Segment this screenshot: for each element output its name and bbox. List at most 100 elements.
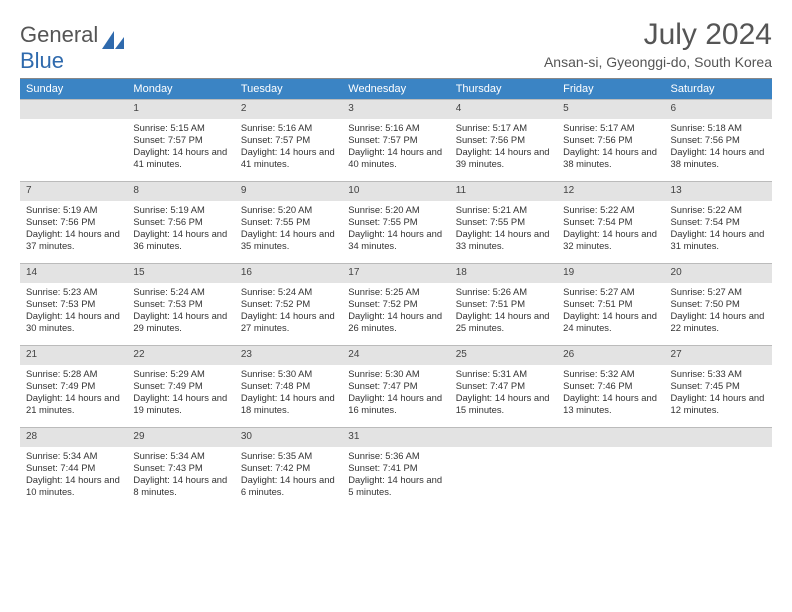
day-number: 20 (665, 263, 772, 283)
day-body: Sunrise: 5:22 AMSunset: 7:54 PMDaylight:… (665, 201, 772, 258)
week-row: 1Sunrise: 5:15 AMSunset: 7:57 PMDaylight… (20, 99, 772, 181)
sunrise-line: Sunrise: 5:17 AM (456, 122, 551, 134)
day-cell: 10Sunrise: 5:20 AMSunset: 7:55 PMDayligh… (342, 181, 449, 263)
sunrise-line: Sunrise: 5:26 AM (456, 286, 551, 298)
sunrise-line: Sunrise: 5:24 AM (241, 286, 336, 298)
day-cell: 6Sunrise: 5:18 AMSunset: 7:56 PMDaylight… (665, 99, 772, 181)
day-number: 3 (342, 99, 449, 119)
day-number: 1 (127, 99, 234, 119)
sunrise-line: Sunrise: 5:24 AM (133, 286, 228, 298)
sunset-line: Sunset: 7:57 PM (241, 134, 336, 146)
week-row: 21Sunrise: 5:28 AMSunset: 7:49 PMDayligh… (20, 345, 772, 427)
daylight-line: Daylight: 14 hours and 33 minutes. (456, 228, 551, 252)
day-body: Sunrise: 5:36 AMSunset: 7:41 PMDaylight:… (342, 447, 449, 504)
day-number: 31 (342, 427, 449, 447)
sunrise-line: Sunrise: 5:20 AM (241, 204, 336, 216)
day-body: Sunrise: 5:16 AMSunset: 7:57 PMDaylight:… (342, 119, 449, 176)
day-body: Sunrise: 5:24 AMSunset: 7:52 PMDaylight:… (235, 283, 342, 340)
sunrise-line: Sunrise: 5:19 AM (133, 204, 228, 216)
weekday-header: Sunday Monday Tuesday Wednesday Thursday… (20, 79, 772, 99)
day-number: 28 (20, 427, 127, 447)
sunset-line: Sunset: 7:43 PM (133, 462, 228, 474)
sunrise-line: Sunrise: 5:29 AM (133, 368, 228, 380)
day-body: Sunrise: 5:23 AMSunset: 7:53 PMDaylight:… (20, 283, 127, 340)
daylight-line: Daylight: 14 hours and 24 minutes. (563, 310, 658, 334)
day-cell: 3Sunrise: 5:16 AMSunset: 7:57 PMDaylight… (342, 99, 449, 181)
sunrise-line: Sunrise: 5:19 AM (26, 204, 121, 216)
sunset-line: Sunset: 7:44 PM (26, 462, 121, 474)
logo: General Blue (20, 22, 126, 74)
sunset-line: Sunset: 7:56 PM (563, 134, 658, 146)
sunrise-line: Sunrise: 5:22 AM (563, 204, 658, 216)
sunrise-line: Sunrise: 5:16 AM (241, 122, 336, 134)
sunset-line: Sunset: 7:45 PM (671, 380, 766, 392)
day-number: 2 (235, 99, 342, 119)
day-body: Sunrise: 5:15 AMSunset: 7:57 PMDaylight:… (127, 119, 234, 176)
sunrise-line: Sunrise: 5:27 AM (563, 286, 658, 298)
day-cell: 24Sunrise: 5:30 AMSunset: 7:47 PMDayligh… (342, 345, 449, 427)
daylight-line: Daylight: 14 hours and 41 minutes. (241, 146, 336, 170)
sunset-line: Sunset: 7:56 PM (456, 134, 551, 146)
sunrise-line: Sunrise: 5:33 AM (671, 368, 766, 380)
daylight-line: Daylight: 14 hours and 18 minutes. (241, 392, 336, 416)
sunset-line: Sunset: 7:55 PM (348, 216, 443, 228)
day-number: 12 (557, 181, 664, 201)
day-cell: 19Sunrise: 5:27 AMSunset: 7:51 PMDayligh… (557, 263, 664, 345)
day-cell: 4Sunrise: 5:17 AMSunset: 7:56 PMDaylight… (450, 99, 557, 181)
day-number: 13 (665, 181, 772, 201)
day-cell: 2 Sunrise: 5:16 AMSunset: 7:57 PMDaylight… (235, 99, 342, 181)
day-number: 8 (127, 181, 234, 201)
day-body: Sunrise: 5:27 AMSunset: 7:51 PMDaylight:… (557, 283, 664, 340)
day-cell: 31Sunrise: 5:36 AMSunset: 7:41 PMDayligh… (342, 427, 449, 509)
sunrise-line: Sunrise: 5:15 AM (133, 122, 228, 134)
day-body: Sunrise: 5:17 AMSunset: 7:56 PMDaylight:… (557, 119, 664, 176)
day-cell: 27Sunrise: 5:33 AMSunset: 7:45 PMDayligh… (665, 345, 772, 427)
day-number: 14 (20, 263, 127, 283)
day-body: Sunrise: 5:27 AMSunset: 7:50 PMDaylight:… (665, 283, 772, 340)
sunrise-line: Sunrise: 5:36 AM (348, 450, 443, 462)
sunset-line: Sunset: 7:55 PM (456, 216, 551, 228)
sunset-line: Sunset: 7:42 PM (241, 462, 336, 474)
sunset-line: Sunset: 7:51 PM (563, 298, 658, 310)
daylight-line: Daylight: 14 hours and 30 minutes. (26, 310, 121, 334)
day-cell: 25Sunrise: 5:31 AMSunset: 7:47 PMDayligh… (450, 345, 557, 427)
day-body: Sunrise: 5:22 AMSunset: 7:54 PMDaylight:… (557, 201, 664, 258)
sunrise-line: Sunrise: 5:35 AM (241, 450, 336, 462)
day-body: Sunrise: 5:28 AMSunset: 7:49 PMDaylight:… (20, 365, 127, 422)
week-row: 14Sunrise: 5:23 AMSunset: 7:53 PMDayligh… (20, 263, 772, 345)
day-number: 23 (235, 345, 342, 365)
sunrise-line: Sunrise: 5:32 AM (563, 368, 658, 380)
day-number: 19 (557, 263, 664, 283)
sunrise-line: Sunrise: 5:23 AM (26, 286, 121, 298)
sunset-line: Sunset: 7:56 PM (26, 216, 121, 228)
day-number: 30 (235, 427, 342, 447)
sunset-line: Sunset: 7:54 PM (563, 216, 658, 228)
day-cell: 8Sunrise: 5:19 AMSunset: 7:56 PMDaylight… (127, 181, 234, 263)
daylight-line: Daylight: 14 hours and 40 minutes. (348, 146, 443, 170)
sunset-line: Sunset: 7:47 PM (348, 380, 443, 392)
daylight-line: Daylight: 14 hours and 5 minutes. (348, 474, 443, 498)
day-number: 29 (127, 427, 234, 447)
sunrise-line: Sunrise: 5:21 AM (456, 204, 551, 216)
weekday-fri: Friday (557, 79, 664, 99)
header: General Blue July 2024 Ansan-si, Gyeongg… (20, 18, 772, 74)
sunrise-line: Sunrise: 5:22 AM (671, 204, 766, 216)
daylight-line: Daylight: 14 hours and 35 minutes. (241, 228, 336, 252)
sunset-line: Sunset: 7:52 PM (241, 298, 336, 310)
location-subtitle: Ansan-si, Gyeonggi-do, South Korea (544, 54, 772, 70)
sunset-line: Sunset: 7:41 PM (348, 462, 443, 474)
day-number: 27 (665, 345, 772, 365)
day-body: Sunrise: 5:33 AMSunset: 7:45 PMDaylight:… (665, 365, 772, 422)
sunset-line: Sunset: 7:46 PM (563, 380, 658, 392)
sunrise-line: Sunrise: 5:34 AM (133, 450, 228, 462)
daylight-line: Daylight: 14 hours and 38 minutes. (563, 146, 658, 170)
sunrise-line: Sunrise: 5:28 AM (26, 368, 121, 380)
daylight-line: Daylight: 14 hours and 10 minutes. (26, 474, 121, 498)
day-cell: 1Sunrise: 5:15 AMSunset: 7:57 PMDaylight… (127, 99, 234, 181)
day-number: 17 (342, 263, 449, 283)
day-number (557, 427, 664, 447)
day-body: Sunrise: 5:19 AMSunset: 7:56 PMDaylight:… (127, 201, 234, 258)
weekday-sun: Sunday (20, 79, 127, 99)
day-number (20, 99, 127, 119)
sunset-line: Sunset: 7:55 PM (241, 216, 336, 228)
